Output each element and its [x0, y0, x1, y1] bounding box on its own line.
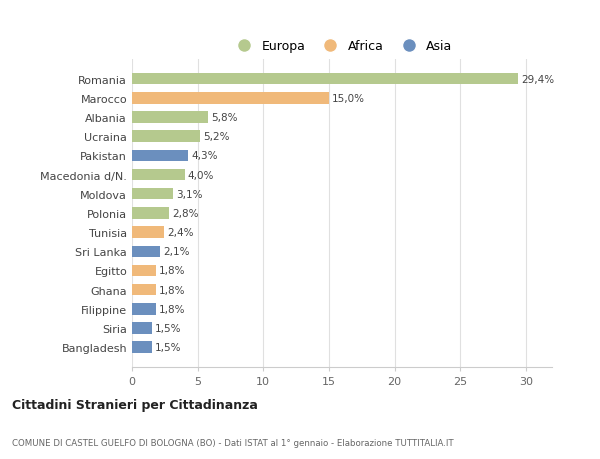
Text: COMUNE DI CASTEL GUELFO DI BOLOGNA (BO) - Dati ISTAT al 1° gennaio - Elaborazion: COMUNE DI CASTEL GUELFO DI BOLOGNA (BO) …	[12, 438, 454, 447]
Text: 3,1%: 3,1%	[176, 189, 202, 199]
Bar	[132, 342, 152, 353]
Text: 29,4%: 29,4%	[521, 74, 554, 84]
Text: 2,8%: 2,8%	[172, 208, 199, 218]
Bar	[132, 131, 200, 143]
Text: 2,4%: 2,4%	[167, 228, 193, 238]
Text: 1,5%: 1,5%	[155, 323, 181, 333]
Text: 5,8%: 5,8%	[211, 113, 238, 123]
Text: 1,8%: 1,8%	[159, 285, 185, 295]
Text: 15,0%: 15,0%	[332, 94, 365, 104]
Text: 4,0%: 4,0%	[188, 170, 214, 180]
Legend: Europa, Africa, Asia: Europa, Africa, Asia	[227, 35, 458, 58]
Text: 5,2%: 5,2%	[203, 132, 230, 142]
Text: 1,5%: 1,5%	[155, 342, 181, 353]
Bar	[132, 73, 518, 85]
Bar	[132, 303, 155, 315]
Bar	[132, 227, 163, 238]
Bar	[132, 207, 169, 219]
Bar	[132, 265, 155, 277]
Text: Cittadini Stranieri per Cittadinanza: Cittadini Stranieri per Cittadinanza	[12, 398, 258, 412]
Bar	[132, 323, 152, 334]
Text: 1,8%: 1,8%	[159, 304, 185, 314]
Bar	[132, 112, 208, 123]
Bar	[132, 93, 329, 104]
Text: 2,1%: 2,1%	[163, 247, 190, 257]
Bar	[132, 246, 160, 257]
Bar	[132, 150, 188, 162]
Bar	[132, 189, 173, 200]
Bar	[132, 284, 155, 296]
Text: 1,8%: 1,8%	[159, 266, 185, 276]
Text: 4,3%: 4,3%	[192, 151, 218, 161]
Bar	[132, 169, 185, 181]
